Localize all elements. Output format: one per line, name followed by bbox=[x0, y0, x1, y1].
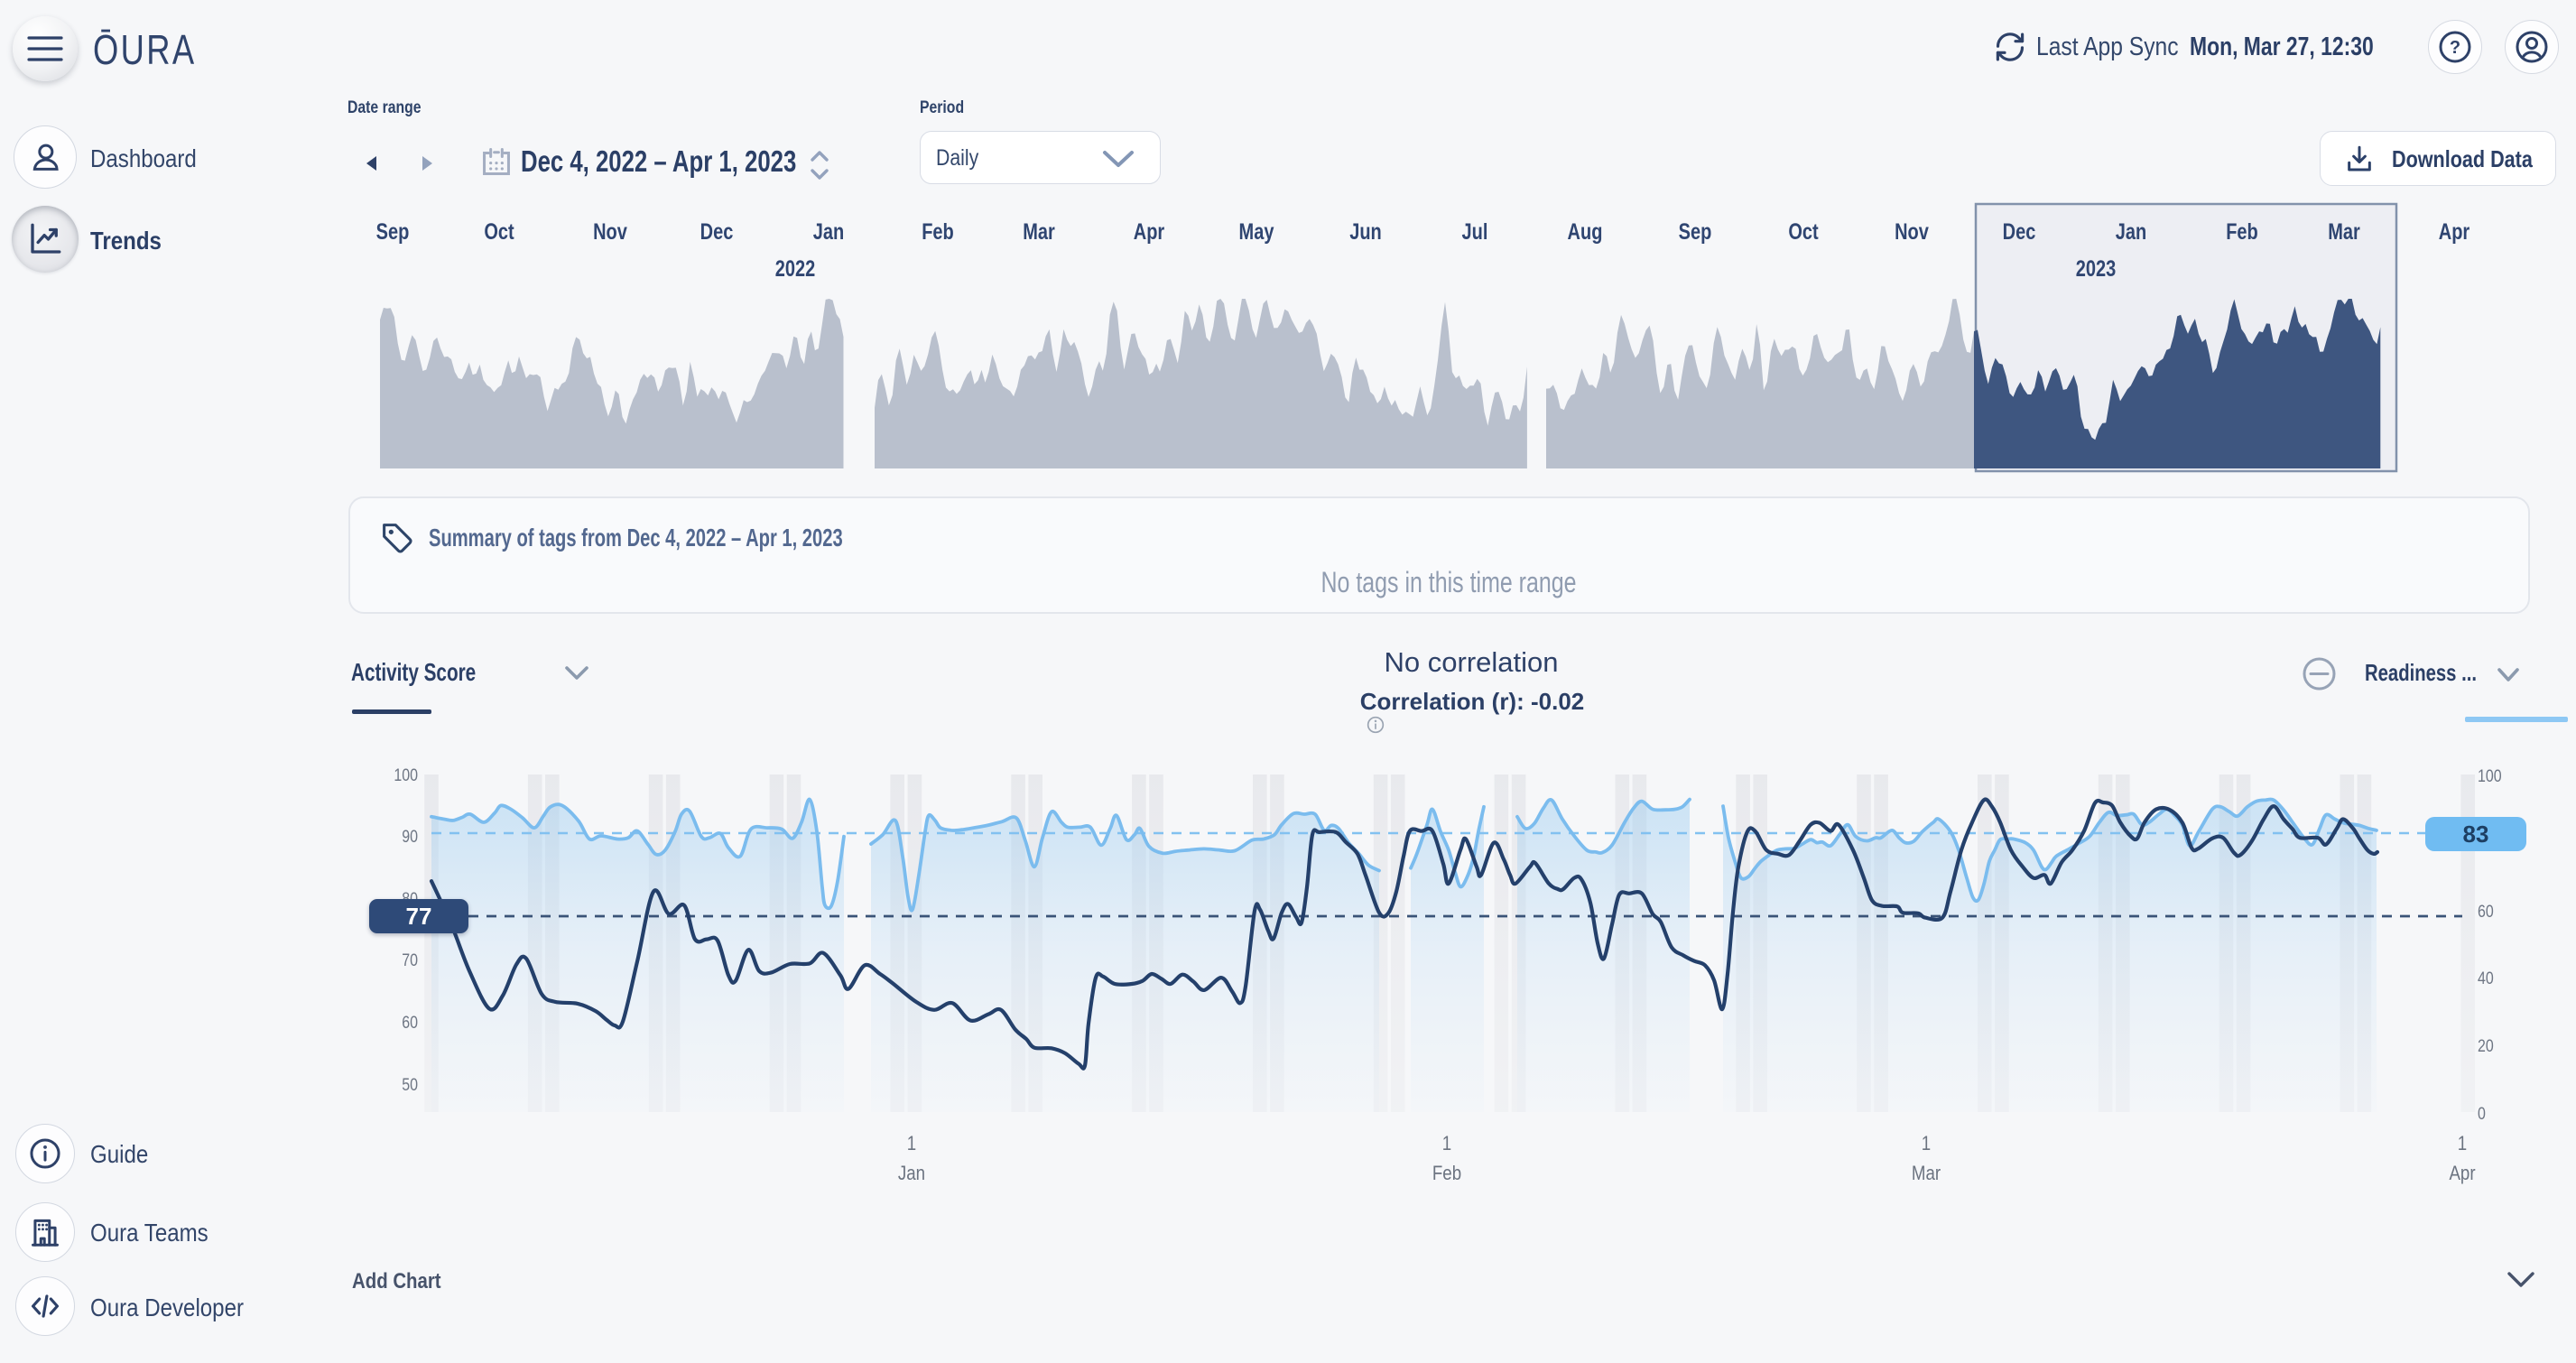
svg-text:?: ? bbox=[2450, 38, 2460, 58]
